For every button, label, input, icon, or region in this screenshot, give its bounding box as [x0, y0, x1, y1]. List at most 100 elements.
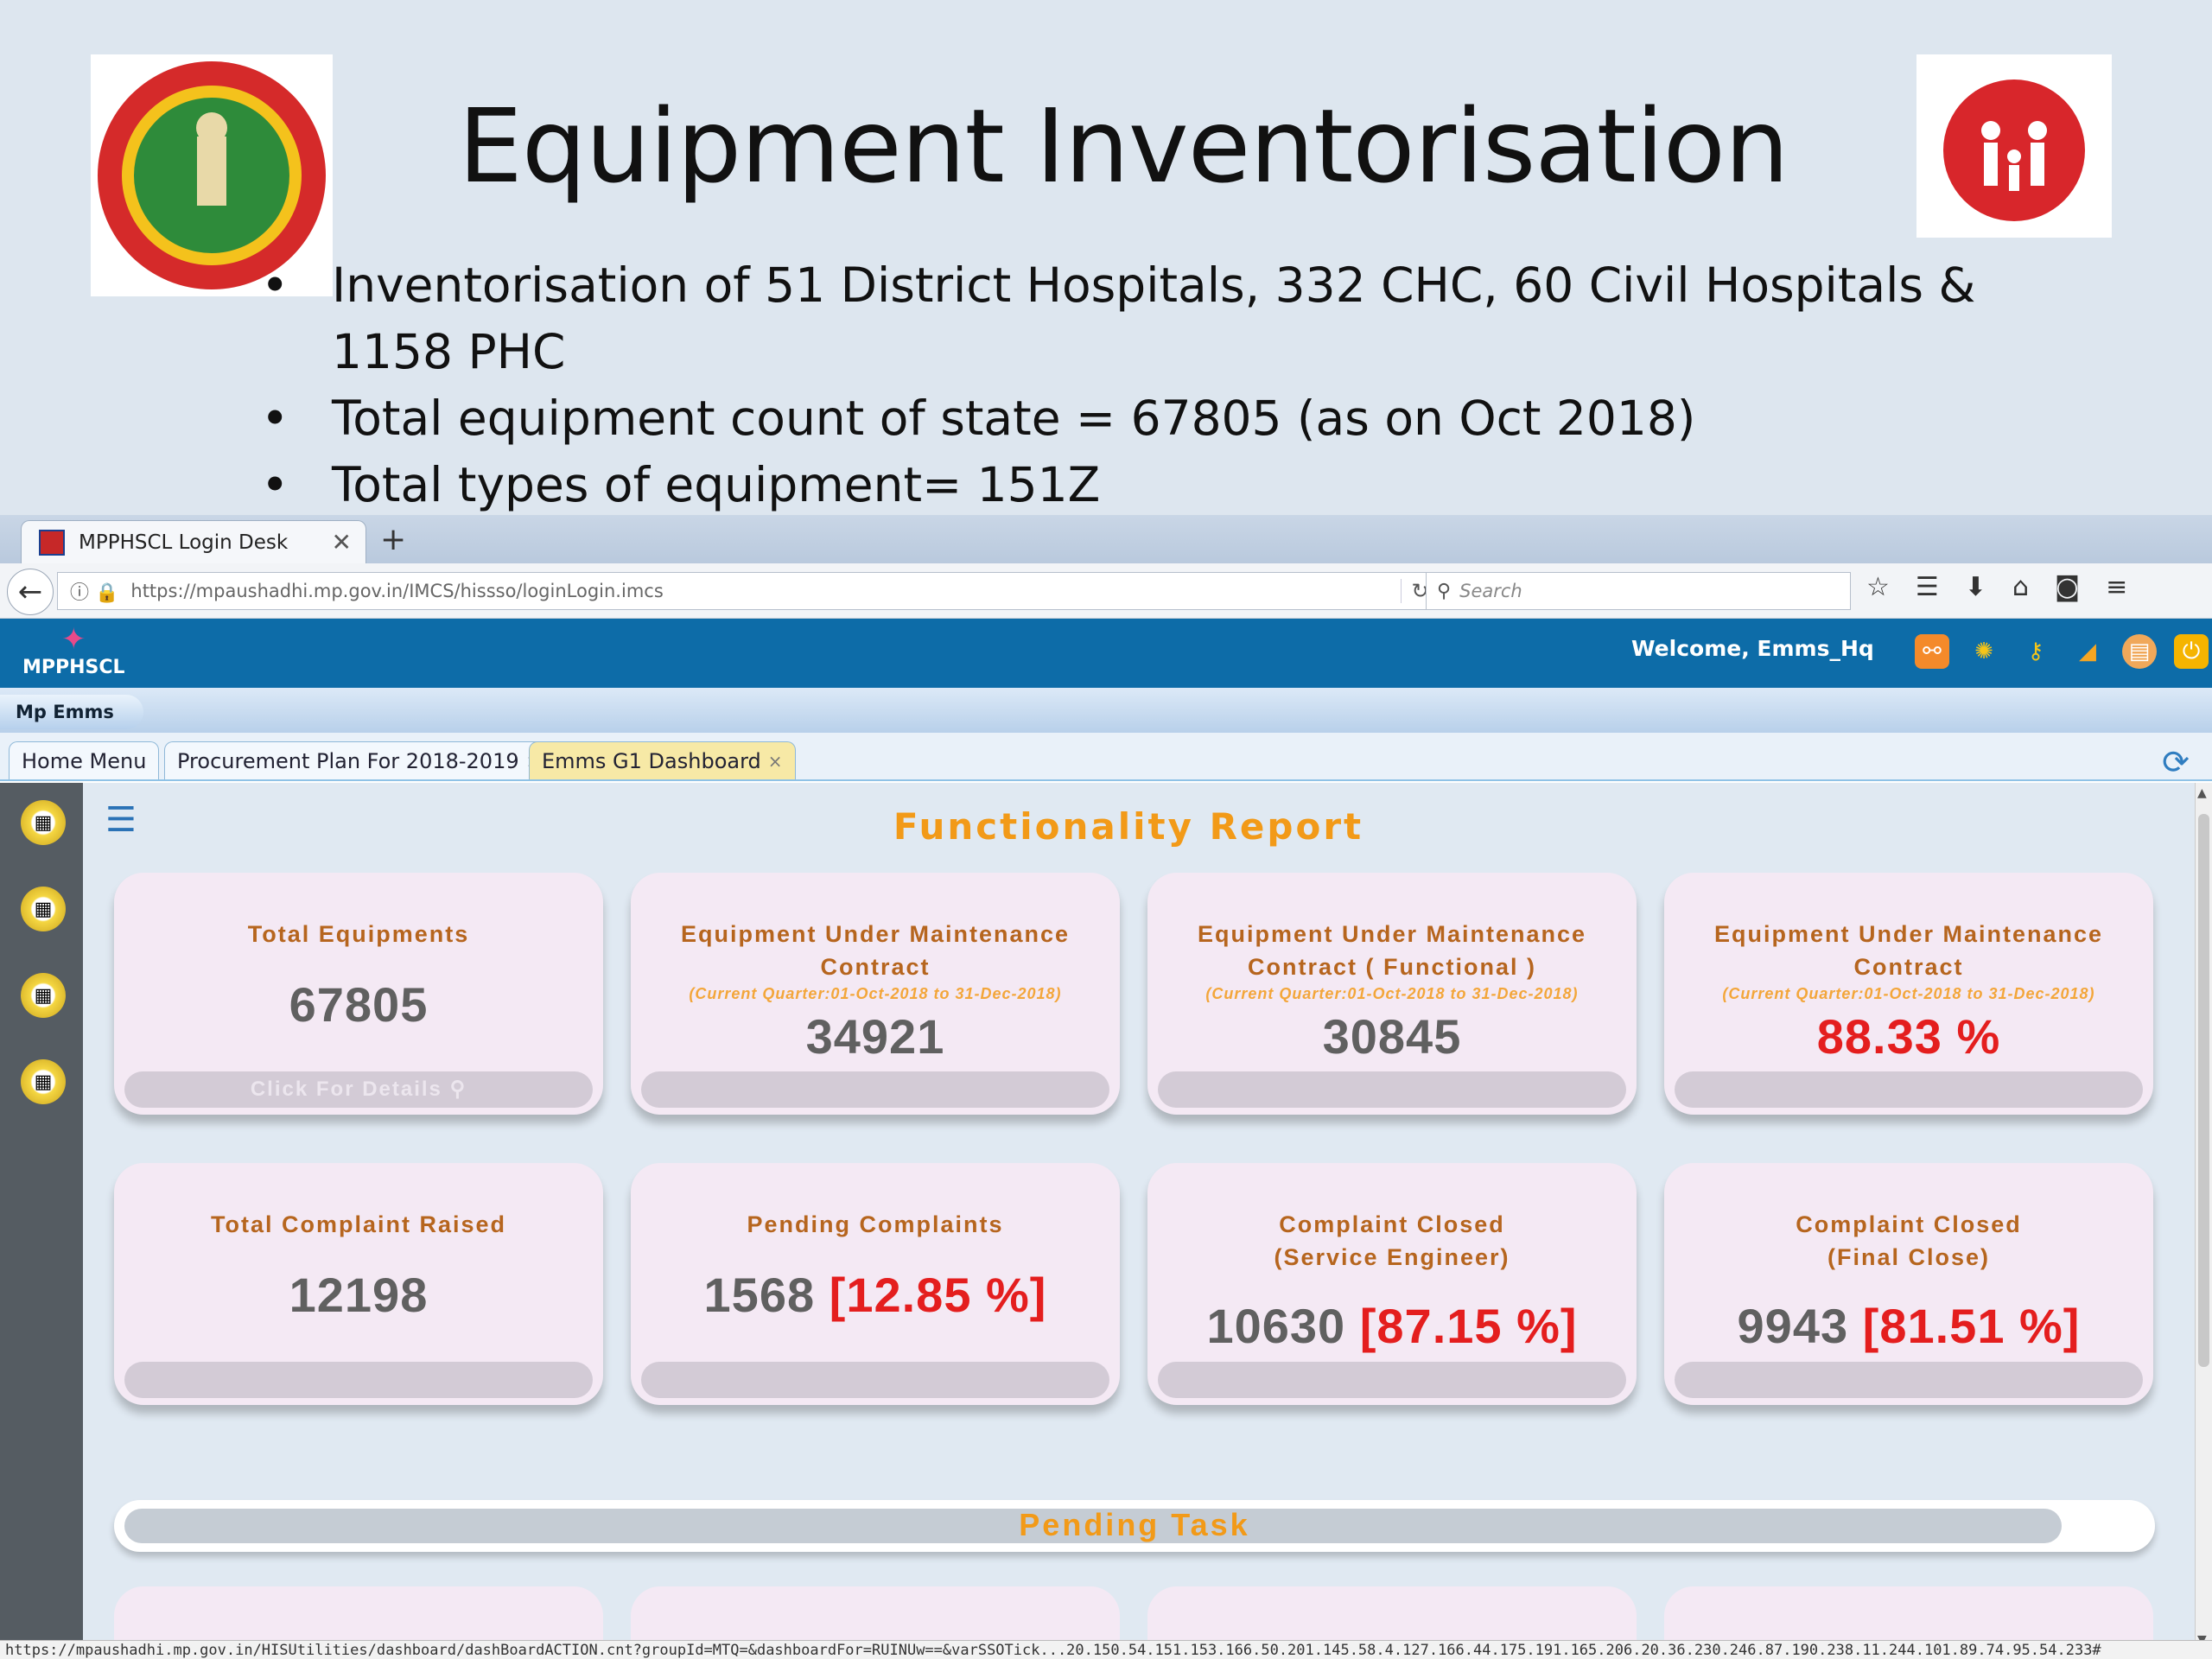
card-title: Total Equipments: [247, 921, 470, 947]
sidebar-item-2[interactable]: ▦: [21, 887, 66, 931]
scroll-up-icon[interactable]: ▲: [2197, 786, 2207, 800]
search-icon: ⚲: [1437, 580, 1452, 602]
module-tab-mp-emms[interactable]: Mp Emms: [0, 695, 143, 729]
card-value: 12198: [289, 1268, 429, 1322]
toolbar-icons: ☆ ☰ ⬇ ⌂ ◙ ≡: [1866, 572, 2127, 602]
page-tab-bar: Home Menu Procurement Plan For 2018-2019…: [0, 733, 2212, 781]
sidebar: ▦ ▦ ▦ ▦: [0, 783, 83, 1650]
card-footer-bar[interactable]: [1158, 1362, 1626, 1398]
bullet-item: Inventorisation of 51 District Hospitals…: [257, 252, 2072, 385]
card-equipment-under-amc[interactable]: Equipment Under Maintenance Contract (Cu…: [631, 873, 1120, 1115]
bookmark-star-icon[interactable]: ☆: [1866, 572, 1890, 602]
card-total-complaint-raised[interactable]: Total Complaint Raised 12198: [114, 1163, 603, 1405]
card-footer-bar[interactable]: [1675, 1362, 2143, 1398]
card-title: Equipment Under Maintenance Contract: [1713, 921, 2104, 980]
card-title: Equipment Under Maintenance Contract ( F…: [1197, 921, 1587, 980]
hamburger-menu-icon[interactable]: ☰: [105, 800, 137, 840]
vertical-scrollbar[interactable]: ▲ ▼: [2195, 783, 2212, 1650]
report-icon: ▦: [34, 984, 53, 1007]
browser-nav-bar: ← ⓘ 🔒 https://mpaushadhi.mp.gov.in/IMCS/…: [0, 563, 2212, 619]
app-header-icons: ⚯ ✺ ⚷ ◢ ▤ ⏻: [1915, 634, 2209, 669]
tab-emms-g1-dashboard[interactable]: Emms G1 Dashboard ×: [529, 741, 796, 779]
logo-mark-icon: ✦: [61, 622, 86, 657]
home-icon[interactable]: ⌂: [2012, 572, 2029, 602]
pending-task-bar: [124, 1509, 2062, 1543]
report-title: Functionality Report: [893, 805, 1364, 848]
card-title: Complaint Closed (Final Close): [1796, 1211, 2022, 1270]
refresh-icon[interactable]: ⟳: [2162, 743, 2190, 781]
tab-procurement-plan[interactable]: Procurement Plan For 2018-2019 ×: [164, 741, 554, 779]
nhm-logo: [1916, 54, 2112, 238]
search-input[interactable]: ⚲ Search: [1426, 572, 1851, 610]
card-footer-bar[interactable]: [124, 1362, 593, 1398]
card-footer-bar[interactable]: [1158, 1071, 1626, 1108]
link-icon[interactable]: ⚯: [1915, 634, 1949, 669]
card-value: 88.33 %: [1816, 1009, 2001, 1064]
card-value: 1568 [12.85 %]: [703, 1268, 1047, 1322]
key-icon[interactable]: ⚷: [2027, 639, 2044, 664]
card-amc-percentage[interactable]: Equipment Under Maintenance Contract (Cu…: [1664, 873, 2153, 1115]
card-value: 34921: [805, 1009, 945, 1064]
card-value: 10630 [87.15 %]: [1206, 1299, 1578, 1353]
mpphscl-logo: ✦ MPPHSCL: [22, 622, 125, 678]
sidebar-item-4[interactable]: ▦: [21, 1059, 66, 1104]
reader-list-icon[interactable]: ☰: [1915, 572, 1939, 602]
power-icon[interactable]: ⏻: [2174, 634, 2209, 669]
browser-tab-bar: MPPHSCL Login Desk ✕ +: [0, 515, 2212, 563]
card-subtitle: (Current Quarter:01-Oct-2018 to 31-Dec-2…: [1205, 985, 1579, 1002]
card-equipment-under-amc-functional[interactable]: Equipment Under Maintenance Contract ( F…: [1147, 873, 1637, 1115]
pocket-icon[interactable]: ◙: [2055, 572, 2081, 602]
welcome-text: Welcome, Emms_Hq: [1631, 636, 1874, 661]
card-footer-bar[interactable]: [641, 1362, 1109, 1398]
card-value: 67805: [289, 977, 429, 1032]
settings-gear-icon[interactable]: ✺: [1974, 639, 1993, 664]
card-subtitle: (Current Quarter:01-Oct-2018 to 31-Dec-2…: [689, 985, 1062, 1002]
report-icon: ▦: [34, 898, 53, 920]
download-icon[interactable]: ⬇: [1964, 572, 1986, 602]
card-total-equipments[interactable]: Total Equipments 67805 Click For Details…: [114, 873, 603, 1115]
close-tab-icon[interactable]: ×: [767, 750, 783, 772]
pending-task-header[interactable]: Pending Task: [114, 1500, 2155, 1552]
slide-title: Equipment Inventorisation: [458, 86, 1789, 206]
site-info-icon[interactable]: ⓘ 🔒: [70, 582, 119, 604]
app-header: ✦ MPPHSCL Welcome, Emms_Hq ⚯ ✺ ⚷ ◢ ▤ ⏻: [0, 619, 2212, 688]
card-complaint-closed-final[interactable]: Complaint Closed (Final Close) 9943 [81.…: [1664, 1163, 2153, 1405]
sidebar-item-1[interactable]: ▦: [21, 800, 66, 845]
card-title: Pending Complaints: [747, 1211, 1004, 1237]
browser-window: MPPHSCL Login Desk ✕ + ← ⓘ 🔒 https://mpa…: [0, 515, 2212, 1659]
notes-icon[interactable]: ▤: [2122, 634, 2157, 669]
reload-icon[interactable]: ↻: [1401, 579, 1439, 603]
card-pending-complaints[interactable]: Pending Complaints 1568 [12.85 %]: [631, 1163, 1120, 1405]
status-bar-url: https://mpaushadhi.mp.gov.in/HISUtilitie…: [0, 1640, 2212, 1659]
sidebar-item-3[interactable]: ▦: [21, 973, 66, 1018]
browser-tab-title: MPPHSCL Login Desk: [79, 531, 289, 554]
pending-task-title: Pending Task: [1019, 1507, 1250, 1542]
slide-bullets: Inventorisation of 51 District Hospitals…: [257, 252, 2072, 518]
report-icon: ▦: [34, 811, 53, 834]
report-icon: ▦: [34, 1071, 53, 1093]
scroll-thumb[interactable]: [2198, 814, 2209, 1367]
back-button[interactable]: ←: [7, 569, 54, 615]
card-value: 9943 [81.51 %]: [1737, 1299, 2081, 1353]
card-complaint-closed-service-engineer[interactable]: Complaint Closed (Service Engineer) 1063…: [1147, 1163, 1637, 1405]
card-title: Total Complaint Raised: [210, 1211, 507, 1237]
browser-tab[interactable]: MPPHSCL Login Desk ✕: [21, 520, 366, 563]
mp-state-emblem-logo: [91, 54, 333, 296]
tab-label: Procurement Plan For 2018-2019: [177, 748, 519, 773]
dashboard-content: ☰ Functionality Report Total Equipments …: [83, 783, 2195, 1656]
card-footer-bar[interactable]: [1675, 1071, 2143, 1108]
click-for-details-button[interactable]: Click For Details ⚲: [124, 1071, 593, 1108]
card-title: Equipment Under Maintenance Contract: [680, 921, 1071, 980]
card-footer-bar[interactable]: [641, 1071, 1109, 1108]
search-icon: ⚲: [449, 1077, 467, 1101]
tab-home-menu[interactable]: Home Menu: [9, 741, 160, 779]
new-tab-button[interactable]: +: [380, 522, 407, 557]
announcement-icon[interactable]: ◢: [2079, 639, 2096, 664]
address-bar[interactable]: ⓘ 🔒 https://mpaushadhi.mp.gov.in/IMCS/hi…: [57, 572, 1440, 610]
tab-label: Home Menu: [22, 748, 147, 773]
close-tab-icon[interactable]: ✕: [331, 528, 352, 556]
search-placeholder: Search: [1459, 581, 1522, 601]
url-text[interactable]: https://mpaushadhi.mp.gov.in/IMCS/hissso…: [130, 581, 664, 601]
menu-icon[interactable]: ≡: [2106, 572, 2128, 602]
bullet-item: Total types of equipment= 151Z: [257, 452, 2072, 518]
